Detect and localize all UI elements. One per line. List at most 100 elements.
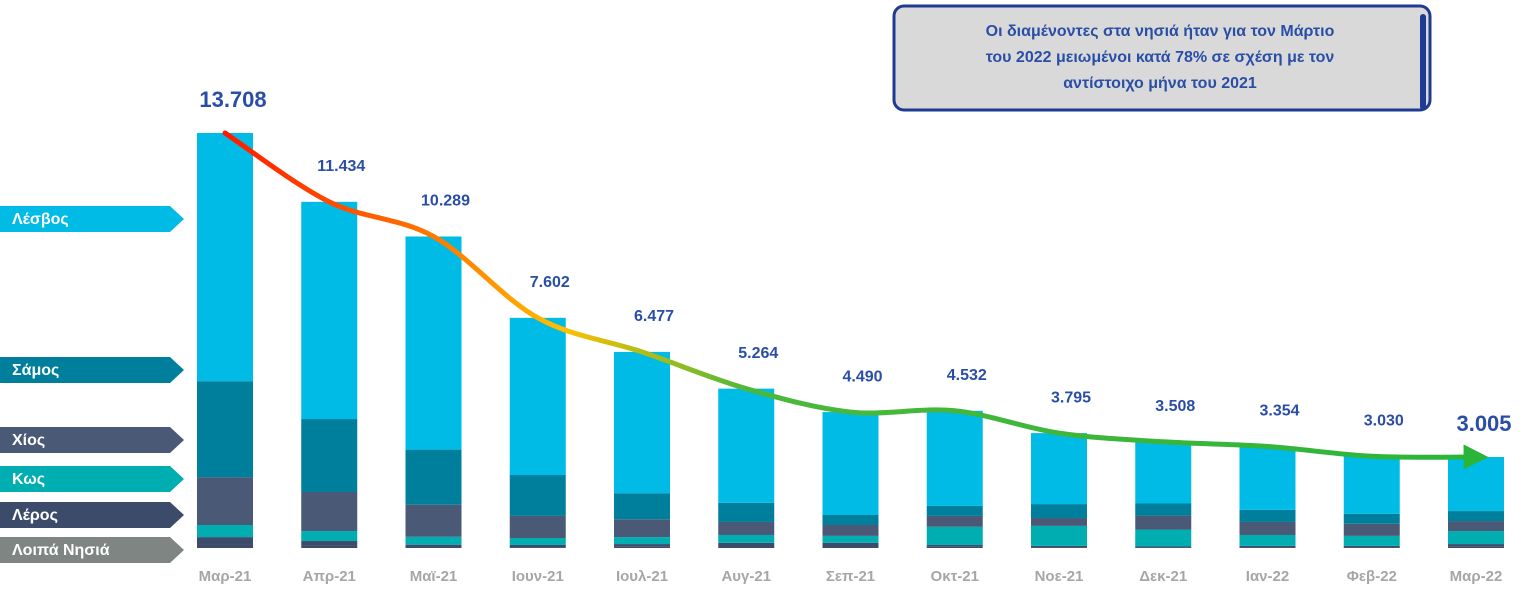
bar-segment: [1239, 446, 1296, 510]
bar-segment: [197, 544, 253, 548]
annotation-box: [892, 4, 1432, 112]
x-tick-label: Οκτ-21: [931, 568, 979, 585]
bar-segment: [1031, 518, 1087, 526]
legend-tag: [0, 466, 184, 492]
bar-segment: [1239, 521, 1296, 535]
bar-segment: [1343, 513, 1400, 524]
bar-segment: [822, 535, 879, 543]
bar-segment: [197, 132, 253, 382]
legend-tag: [0, 357, 184, 383]
bar-segment: [301, 491, 358, 532]
total-label: 13.708: [199, 87, 266, 112]
bar-segment: [1448, 531, 1504, 545]
bar-segment: [1448, 521, 1504, 532]
bar-segment: [509, 475, 566, 516]
x-tick-label: Μαϊ-21: [410, 568, 458, 585]
legend-tag: [0, 537, 184, 563]
bar-segment: [509, 317, 566, 476]
bar-segment: [1448, 544, 1504, 547]
total-label: 7.602: [530, 274, 570, 291]
bar-segment: [405, 449, 462, 505]
bar-segment: [509, 544, 566, 548]
bar-segment: [1343, 547, 1400, 548]
bar-segment: [405, 236, 462, 450]
bar-segment: [926, 515, 983, 527]
bar-segment: [1135, 546, 1192, 548]
bar-segment: [1239, 534, 1296, 546]
bar-segment: [926, 526, 983, 545]
total-label: 11.434: [317, 158, 365, 175]
total-label: 4.532: [947, 367, 987, 384]
bar-segment: [509, 547, 566, 548]
bar-segment: [822, 412, 879, 515]
bar-segment: [197, 537, 253, 545]
bar-segment: [926, 544, 983, 547]
legend-label: Σάμος: [12, 362, 59, 379]
bar-segment: [1448, 457, 1504, 512]
bar-segment: [1239, 509, 1296, 522]
bar-segment: [1343, 545, 1400, 548]
x-tick-label: Ιουν-21: [512, 568, 564, 585]
bar-segment: [718, 388, 775, 503]
total-label: 10.289: [421, 193, 470, 210]
bar-segment: [614, 537, 670, 545]
x-tick-label: Ιαν-22: [1246, 568, 1289, 585]
bar-segment: [1031, 547, 1087, 548]
total-label: 4.490: [842, 368, 882, 385]
legend-label: Χίος: [12, 432, 45, 449]
legend-label: Λέρος: [12, 507, 58, 524]
annotation-shadow: [1420, 14, 1426, 110]
bar-segment: [1135, 441, 1192, 504]
bar-segment: [1343, 535, 1400, 546]
bar-segment: [405, 544, 462, 547]
x-tick-label: Δεκ-21: [1139, 568, 1187, 585]
bar-segment: [509, 538, 566, 545]
bar-segment: [1031, 525, 1087, 546]
bar-segment: [1031, 433, 1087, 505]
legend-label: Κως: [12, 471, 45, 488]
bar-segment: [614, 351, 670, 494]
bar-segment: [301, 541, 358, 546]
total-label: 5.264: [738, 345, 778, 362]
bar-segment: [1135, 503, 1192, 516]
bar-segment: [405, 536, 462, 545]
legend-label: Λοιπά Νησιά: [12, 542, 110, 559]
bar-segment: [301, 531, 358, 542]
x-tick-label: Σεπ-21: [826, 568, 875, 585]
bar-segment: [1239, 545, 1296, 548]
x-tick-label: Απρ-21: [303, 568, 356, 585]
bar-segment: [822, 524, 879, 536]
bar-segment: [926, 410, 983, 506]
total-label: 3.508: [1155, 398, 1195, 415]
bar-segment: [1343, 523, 1400, 536]
bar-segment: [718, 546, 775, 548]
bar-segment: [1031, 545, 1087, 548]
bar-segment: [301, 201, 358, 420]
annotation-text: του 2022 μειωμένοι κατά 78% σε σχέση με …: [986, 49, 1335, 66]
legend-tag: [0, 206, 184, 232]
annotation-text: αντίστοιχο μήνα του 2021: [1063, 75, 1257, 92]
bar-segment: [405, 504, 462, 537]
total-label: 3.795: [1051, 389, 1091, 406]
bar-segment: [1239, 547, 1296, 548]
total-label: 3.354: [1259, 403, 1299, 420]
bar-segment: [405, 546, 462, 548]
x-tick-label: Αυγ-21: [721, 568, 771, 585]
x-tick-label: Ιουλ-21: [616, 568, 668, 585]
bar-segment: [926, 546, 983, 548]
bar-segment: [1135, 529, 1192, 547]
x-tick-label: Φεβ-22: [1347, 568, 1397, 585]
x-tick-label: Νοε-21: [1035, 568, 1084, 585]
bar-segment: [822, 546, 879, 548]
bar-segment: [301, 545, 358, 548]
bar-segment: [1448, 546, 1504, 548]
bar-segment: [301, 419, 358, 492]
x-tick-label: Μαρ-22: [1450, 568, 1503, 585]
bar-segment: [1135, 515, 1192, 530]
total-label: 3.005: [1456, 411, 1511, 436]
bar-segment: [1343, 456, 1400, 514]
bar-segment: [926, 505, 983, 516]
bar-segment: [614, 546, 670, 548]
bar-segment: [718, 534, 775, 543]
